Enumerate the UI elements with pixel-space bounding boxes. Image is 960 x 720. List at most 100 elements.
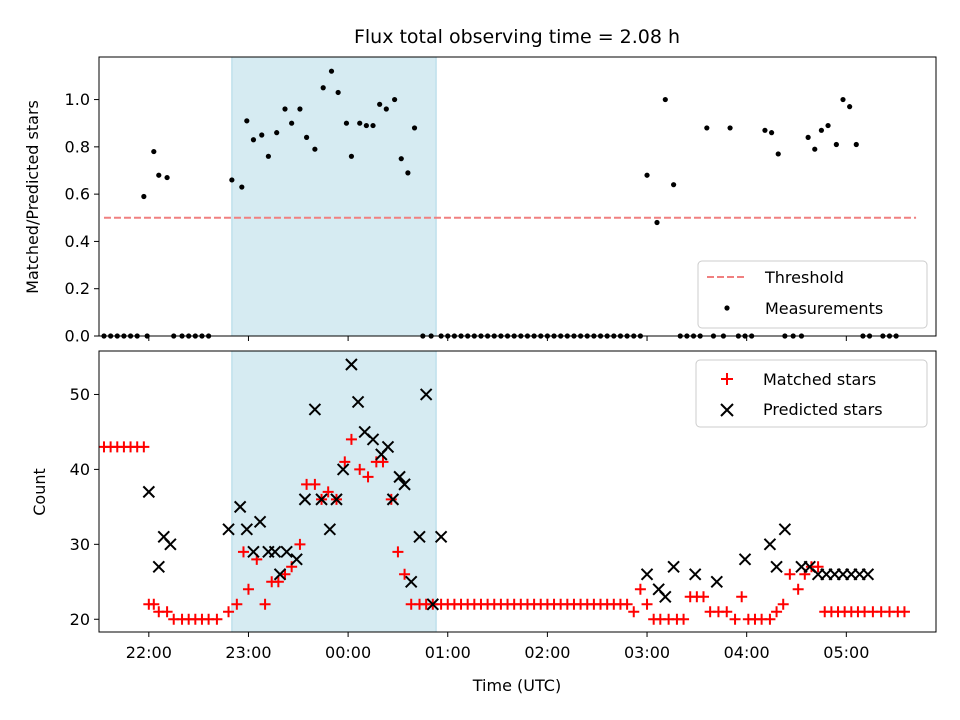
predicted-star-point xyxy=(142,485,156,499)
measurement-point xyxy=(727,125,733,131)
predicted-star-point xyxy=(413,530,426,544)
top-marks xyxy=(101,68,917,339)
bottom-x-tick-label: 02:00 xyxy=(524,643,570,662)
predicted-star-point xyxy=(381,440,395,454)
bottom-y-tick-label: 40 xyxy=(70,460,90,479)
legend-matched-swatch xyxy=(721,373,733,385)
matched-star-point xyxy=(777,598,789,610)
bottom-y-tick-label: 20 xyxy=(70,610,90,629)
matched-star-point xyxy=(377,456,389,468)
matched-star-point xyxy=(161,606,173,618)
top-y-tick-label: 0.2 xyxy=(65,279,90,298)
measurement-point xyxy=(328,68,335,74)
matched-star-point xyxy=(392,546,404,558)
legend-measurements-swatch xyxy=(724,305,730,311)
bottom-highlight-span xyxy=(231,350,437,633)
measurement-point xyxy=(151,148,157,155)
predicted-star-point xyxy=(688,568,702,581)
measurement-point xyxy=(141,193,147,200)
matched-star-point xyxy=(362,471,374,483)
predicted-star-point xyxy=(778,523,792,536)
measurement-point xyxy=(654,219,660,226)
matched-star-point xyxy=(339,456,351,468)
measurement-point xyxy=(289,120,295,126)
matched-star-point xyxy=(237,546,249,558)
predicted-star-point xyxy=(710,575,723,589)
matched-star-point xyxy=(641,598,653,610)
top-panel: 0.0 0.2 0.4 0.6 0.8 1.0 Matched/Predicted sta… xyxy=(23,56,937,346)
measurement-point xyxy=(704,125,710,131)
bottom-plot-frame xyxy=(98,350,937,633)
measurement-point xyxy=(662,96,668,103)
legend-threshold-label: Threshold xyxy=(764,268,844,287)
top-plot-frame xyxy=(98,56,937,337)
measurement-point xyxy=(805,134,811,140)
predicted-star-point xyxy=(323,523,337,536)
matched-star-point xyxy=(698,591,709,603)
top-y-tick-label: 0.6 xyxy=(65,185,90,204)
measurement-point xyxy=(265,153,271,159)
measurement-point xyxy=(383,106,389,112)
predicted-star-point xyxy=(330,493,343,506)
predicted-star-point xyxy=(336,463,350,476)
chart-title: Flux total observing time = 2.08 h xyxy=(354,26,680,48)
predicted-star-point xyxy=(280,545,293,559)
measurement-point xyxy=(357,120,363,126)
matched-star-point xyxy=(784,568,796,580)
measurement-point xyxy=(812,146,818,152)
bottom-x-tick-label: 05:00 xyxy=(823,643,869,662)
predicted-star-point xyxy=(268,545,282,559)
measurement-point xyxy=(229,177,235,183)
predicted-star-point xyxy=(426,598,440,611)
predicted-star-point xyxy=(247,545,260,559)
measurement-point xyxy=(164,174,170,181)
predicted-star-point xyxy=(366,433,380,446)
matched-star-point xyxy=(211,613,223,625)
predicted-star-point xyxy=(405,575,418,589)
predicted-star-point xyxy=(222,523,235,536)
predicted-star-point xyxy=(763,538,777,551)
legend-predicted-swatch xyxy=(720,403,734,417)
bottom-x-tick-label: 04:00 xyxy=(724,643,770,662)
predicted-star-point xyxy=(738,553,752,566)
top-y-tick-label: 0.8 xyxy=(65,137,90,156)
matched-star-point xyxy=(721,606,733,618)
measurement-point xyxy=(818,127,825,133)
measurement-point xyxy=(282,106,288,112)
matched-star-point xyxy=(294,538,306,550)
measurement-point xyxy=(297,106,303,112)
matched-star-point xyxy=(231,598,243,610)
top-legend-box xyxy=(697,260,928,329)
top-highlight-span xyxy=(231,56,437,337)
matched-star-point xyxy=(621,598,633,610)
measurement-point xyxy=(250,137,257,143)
bottom-legend: Matched stars Predicted stars xyxy=(695,359,928,428)
matched-star-point xyxy=(812,561,824,573)
matched-star-point xyxy=(259,598,271,610)
measurement-point xyxy=(775,151,781,157)
predicted-star-point xyxy=(667,560,680,574)
predicted-star-point xyxy=(164,538,177,551)
matched-star-point xyxy=(242,583,254,595)
matched-star-point xyxy=(385,493,397,505)
measurement-point xyxy=(303,134,310,140)
predicted-star-point xyxy=(398,478,411,491)
predicted-star-point xyxy=(315,493,328,506)
top-legend: Threshold Measurements xyxy=(697,260,928,329)
measurement-point xyxy=(370,122,376,129)
predicted-star-point xyxy=(434,530,448,544)
measurement-point xyxy=(847,104,853,110)
measurement-point xyxy=(274,130,280,136)
matched-star-point xyxy=(148,598,160,610)
matched-star-point xyxy=(898,606,910,618)
predicted-star-point xyxy=(640,568,654,581)
top-y-tick-label: 0.4 xyxy=(65,232,90,251)
matched-star-point xyxy=(309,478,321,490)
predicted-star-point xyxy=(240,523,254,536)
measurement-point xyxy=(671,182,677,188)
matched-star-point xyxy=(138,441,150,453)
measurement-point xyxy=(156,172,162,178)
measurement-point xyxy=(259,132,265,138)
bottom-x-tick-label: 01:00 xyxy=(425,643,471,662)
